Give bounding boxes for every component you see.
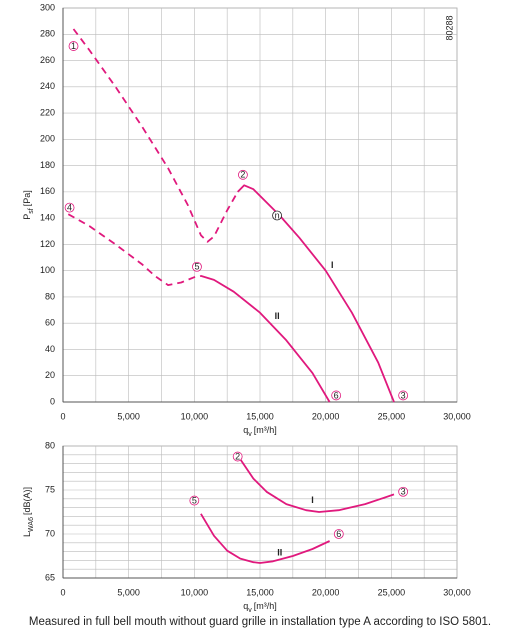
x-tick-label: 25,000 (378, 587, 406, 597)
curve-label: I (311, 495, 314, 505)
annotation-circle (398, 390, 409, 401)
y-tick-label: 65 (45, 572, 55, 582)
y-tick-label: 60 (45, 318, 55, 328)
curve-label: I (331, 260, 334, 270)
y-tick-label: 200 (40, 134, 55, 144)
y-tick-label: 120 (40, 239, 55, 249)
series-line (200, 275, 331, 403)
x-tick-label: 0 (60, 411, 65, 421)
y-tick-label: 260 (40, 55, 55, 65)
series-line (67, 213, 202, 286)
x-tick-label: 20,000 (312, 411, 340, 421)
annotation-label: 5 (192, 495, 197, 505)
annotation-circle (331, 390, 342, 401)
y-tick-label: 75 (45, 484, 55, 494)
x-tick-label: 10,000 (181, 411, 209, 421)
x-tick-label: 15,000 (246, 587, 274, 597)
x-tick-label: 10,000 (181, 587, 209, 597)
annotation-circle (68, 41, 79, 51)
annotation-label: 6 (336, 529, 341, 539)
x-label-sub: v (248, 607, 252, 614)
series-line (237, 184, 395, 403)
annotation-label: 4 (67, 203, 72, 213)
y-tick-label: 0 (50, 396, 55, 406)
y-tick-label: 140 (40, 213, 55, 223)
annotation-label: 3 (401, 487, 406, 497)
annotation-label: 1 (71, 41, 76, 51)
y-tick-label: 220 (40, 107, 55, 117)
x-tick-label: 15,000 (246, 411, 274, 421)
y-tick-label: 240 (40, 81, 55, 91)
annotation-label: 3 (401, 390, 406, 400)
x-label-unit: [m³/h] (254, 425, 277, 435)
series-line (200, 513, 330, 564)
y-axis-label: Psf [Pa] (22, 190, 34, 219)
x-tick-label: 5,000 (117, 411, 140, 421)
x-label-main: q (243, 425, 248, 435)
annotation-label: 5 (194, 262, 199, 272)
x-tick-label: 0 (60, 587, 65, 597)
annotation-circle (398, 486, 409, 497)
curve-label: II (277, 548, 282, 558)
y-label-unit: [Pa] (22, 190, 32, 206)
figure-id: 80288 (444, 15, 454, 40)
y-label-sub: WA6 (28, 517, 35, 532)
annotation-circle (189, 495, 200, 506)
y-label-unit: [dB(A)] (22, 487, 32, 515)
annotation-label: 2 (235, 451, 240, 461)
annotation-circle (64, 202, 75, 213)
y-tick-label: 20 (45, 370, 55, 380)
x-label-main: q (243, 601, 248, 611)
x-tick-label: 5,000 (117, 587, 140, 597)
annotation-label: 6 (334, 390, 339, 400)
x-tick-label: 30,000 (443, 411, 471, 421)
y-tick-label: 40 (45, 344, 55, 354)
y-label-sub: sf (28, 208, 35, 214)
x-tick-label: 30,000 (443, 587, 471, 597)
x-tick-label: 25,000 (378, 411, 406, 421)
x-label-sub: v (248, 431, 252, 438)
y-tick-label: 280 (40, 29, 55, 39)
curve-label: II (275, 311, 280, 321)
y-tick-label: 100 (40, 265, 55, 275)
footnote: Measured in full bell mouth without guar… (29, 616, 491, 628)
y-tick-label: 160 (40, 186, 55, 196)
annotation-circle (232, 451, 243, 462)
x-axis-label: qv [m³/h] (243, 425, 277, 437)
x-tick-label: 20,000 (312, 587, 340, 597)
annotation-circle (192, 261, 202, 272)
y-tick-label: 80 (45, 440, 55, 450)
y-tick-label: 80 (45, 291, 55, 301)
y-axis-label: LWA6 [dB(A)] (22, 487, 34, 537)
annotation-circle (272, 210, 282, 221)
y-tick-label: 70 (45, 528, 55, 538)
annotation-label: n (275, 210, 280, 220)
series-line (72, 28, 239, 243)
y-tick-label: 300 (40, 2, 55, 12)
y-label-main: P (22, 214, 32, 220)
y-tick-label: 180 (40, 160, 55, 170)
annotation-label: 2 (240, 170, 245, 180)
x-label-unit: [m³/h] (254, 601, 277, 611)
series-line (239, 458, 395, 513)
x-axis-label: qv [m³/h] (243, 601, 277, 613)
annotation-circle (333, 529, 344, 539)
annotation-circle (238, 169, 248, 180)
y-label-main: L (22, 532, 32, 537)
